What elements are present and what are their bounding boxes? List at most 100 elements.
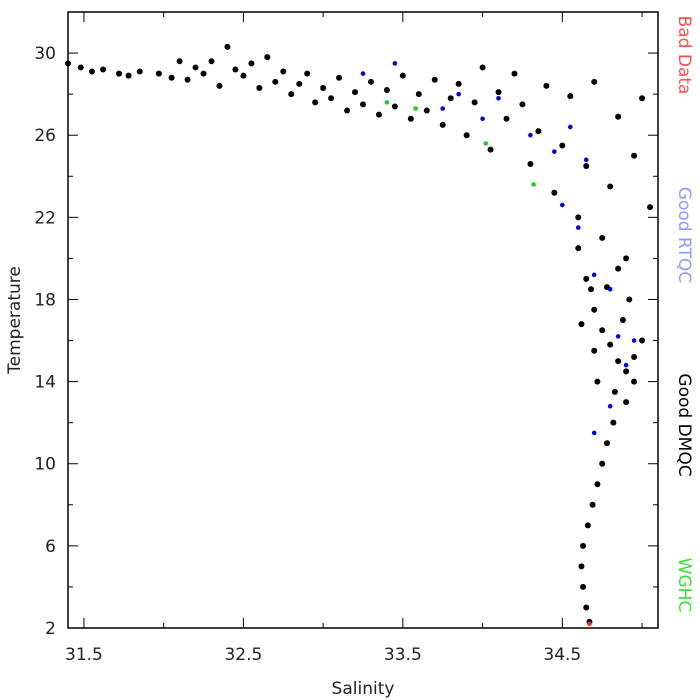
data-point xyxy=(567,124,573,130)
x-tick-label: 32.5 xyxy=(224,645,262,665)
data-point xyxy=(480,116,485,122)
data-point xyxy=(519,101,526,108)
y-tick-label: 14 xyxy=(34,373,56,393)
data-point xyxy=(639,95,646,102)
data-point xyxy=(575,225,581,230)
data-point xyxy=(312,99,319,106)
data-point xyxy=(588,286,595,293)
data-point xyxy=(619,317,626,323)
data-point xyxy=(603,440,610,447)
data-point xyxy=(623,362,629,368)
data-point xyxy=(65,60,71,67)
data-point xyxy=(487,146,494,153)
legend-item: Good RTQC xyxy=(674,187,694,283)
data-point xyxy=(615,113,622,120)
y-tick-label: 2 xyxy=(45,619,56,639)
legend-item: Good DMQC xyxy=(674,373,694,476)
data-point xyxy=(383,87,390,94)
data-point xyxy=(607,403,613,409)
data-point xyxy=(607,286,613,292)
x-tick-label: 33.5 xyxy=(384,645,422,665)
data-point xyxy=(591,347,598,354)
data-point xyxy=(272,78,279,85)
data-point xyxy=(116,70,123,77)
data-point xyxy=(125,72,132,79)
y-tick-label: 6 xyxy=(45,537,56,557)
y-tick-label: 22 xyxy=(34,208,56,228)
data-point xyxy=(392,61,398,66)
data-point xyxy=(224,43,231,50)
data-point xyxy=(591,78,598,85)
data-point xyxy=(583,275,590,282)
data-point xyxy=(615,358,622,365)
data-point xyxy=(583,157,589,163)
data-point xyxy=(528,132,533,138)
data-point xyxy=(591,430,597,436)
data-point xyxy=(615,334,621,339)
data-point xyxy=(352,89,359,96)
data-point xyxy=(587,621,592,627)
data-point xyxy=(599,460,606,467)
data-point xyxy=(647,204,654,211)
data-point xyxy=(580,542,587,549)
data-point xyxy=(580,583,587,590)
data-point xyxy=(578,563,585,570)
data-point xyxy=(407,115,414,122)
data-point xyxy=(591,272,597,278)
data-point xyxy=(626,296,633,303)
data-point xyxy=(623,368,630,375)
y-tick-label: 30 xyxy=(34,44,56,64)
y-tick-label: 26 xyxy=(34,126,56,146)
data-point xyxy=(375,111,382,118)
data-point xyxy=(599,234,606,241)
data-point xyxy=(583,604,590,611)
data-point xyxy=(367,78,374,85)
data-point xyxy=(344,107,351,114)
data-point xyxy=(288,91,295,98)
data-point xyxy=(631,152,638,159)
data-point xyxy=(296,80,303,87)
data-point xyxy=(240,72,247,79)
data-point xyxy=(184,76,191,83)
data-point xyxy=(391,103,398,110)
data-point xyxy=(591,306,598,313)
data-point xyxy=(155,70,162,77)
data-point xyxy=(575,245,582,252)
data-point xyxy=(594,378,601,385)
data-point xyxy=(623,399,630,406)
data-point xyxy=(623,255,630,262)
data-point xyxy=(471,99,478,106)
data-point xyxy=(552,149,557,154)
plot-frame xyxy=(67,11,659,629)
data-point xyxy=(560,202,565,208)
data-point xyxy=(100,66,107,73)
data-point xyxy=(631,378,638,385)
data-point xyxy=(575,214,582,221)
data-point xyxy=(456,91,461,97)
data-point xyxy=(610,419,617,426)
data-point xyxy=(583,163,590,169)
data-point xyxy=(463,132,470,139)
data-point xyxy=(88,68,95,75)
data-point xyxy=(413,106,418,111)
data-point xyxy=(496,95,501,101)
data-point xyxy=(320,84,327,91)
data-point xyxy=(328,95,335,102)
data-point xyxy=(479,64,486,71)
y-tick-label: 18 xyxy=(34,290,56,310)
legend-item: Bad Data xyxy=(674,16,694,95)
data-point xyxy=(431,76,438,83)
data-point xyxy=(611,388,618,395)
y-axis-label: Temperature xyxy=(5,266,25,375)
data-point xyxy=(360,71,366,76)
data-point xyxy=(599,327,606,334)
data-point xyxy=(280,68,287,75)
data-point xyxy=(192,64,199,71)
legend: Bad Data Good RTQC Good DMQC WGHC xyxy=(674,16,694,613)
data-point xyxy=(136,68,143,75)
data-point xyxy=(216,82,223,89)
data-point xyxy=(607,341,614,348)
data-point xyxy=(77,64,84,71)
data-points xyxy=(65,43,654,627)
